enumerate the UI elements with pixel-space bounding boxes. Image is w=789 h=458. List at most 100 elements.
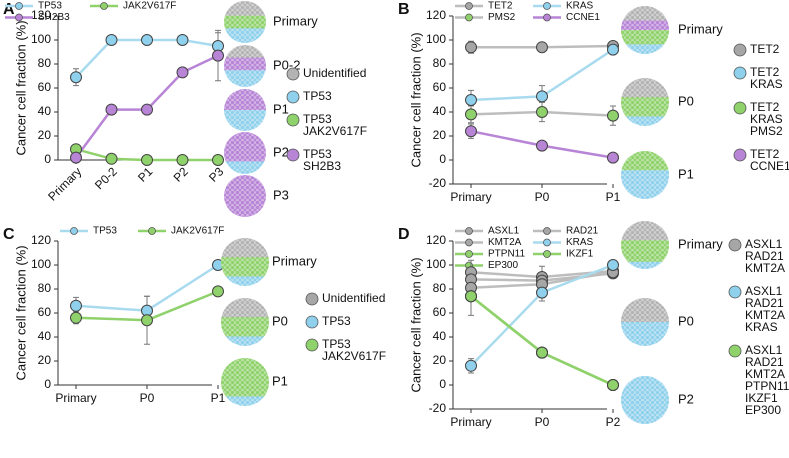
data-point	[465, 290, 477, 303]
y-axis-label: Cancer cell fraction (%)	[408, 257, 423, 392]
y-tick-label: 0	[439, 152, 446, 166]
legend-marker	[465, 2, 473, 10]
data-point	[536, 346, 548, 359]
x-tick-label: P1	[211, 391, 226, 405]
data-point	[70, 299, 82, 312]
cluster-texture	[224, 175, 266, 217]
data-point	[141, 314, 153, 327]
clone-label: KRAS	[745, 320, 778, 334]
cluster-texture	[221, 298, 269, 346]
y-tick-label: 80	[433, 56, 447, 70]
data-point	[105, 103, 118, 116]
y-tick-label: 120	[31, 8, 51, 22]
legend-marker	[465, 227, 473, 235]
clone-label: TET2	[750, 65, 780, 79]
sample-label: P1	[678, 166, 694, 181]
data-point	[536, 139, 548, 152]
data-point	[212, 49, 224, 62]
clone-label: TP53	[322, 314, 351, 328]
clone-label: SH2B3	[303, 159, 341, 173]
x-tick-label: Primary	[45, 164, 84, 203]
legend-label: PTPN11	[488, 249, 525, 260]
clone-marker	[286, 113, 300, 127]
data-point	[536, 106, 548, 118]
y-tick-label: 80	[38, 56, 52, 70]
cell-cluster	[621, 151, 669, 199]
cell-cluster	[224, 1, 266, 43]
clone-marker	[728, 285, 742, 299]
cell-cluster	[224, 175, 266, 217]
clone-label: TET2	[750, 147, 780, 161]
series-line	[470, 295, 614, 387]
legend-label: PMS2	[488, 12, 516, 23]
legend-label: TP53	[93, 226, 117, 237]
clone-marker	[728, 344, 742, 358]
clone-label: RAD21	[745, 249, 784, 263]
cell-cluster	[621, 298, 669, 346]
clone-label: TP53	[303, 147, 332, 161]
series-line	[470, 295, 614, 387]
y-tick-label: 20	[433, 353, 447, 367]
cell-cluster	[224, 45, 266, 87]
x-tick-label: P2	[171, 164, 192, 185]
cluster-texture	[621, 221, 669, 269]
y-axis-label: Cancer cell fraction (%)	[13, 20, 28, 155]
sample-label: P1	[272, 373, 288, 388]
legend-label: JAK2V617F	[123, 1, 176, 12]
data-point	[465, 94, 477, 106]
y-tick-label: 20	[433, 128, 447, 142]
y-tick-label: -20	[429, 176, 447, 190]
data-point	[607, 109, 619, 122]
clone-label: PTPN11	[745, 379, 789, 393]
panel-label: A	[3, 1, 15, 18]
y-tick-label: 60	[433, 80, 447, 94]
clone-label: JAK2V617F	[322, 349, 386, 363]
y-tick-label: 100	[426, 32, 446, 46]
clone-marker	[733, 148, 747, 162]
y-tick-label: 20	[38, 353, 52, 367]
legend-label: KRAS	[566, 1, 594, 12]
x-tick-label: P2	[606, 415, 621, 429]
data-point	[536, 41, 548, 54]
sample-label: P1	[273, 101, 289, 116]
y-tick-label: 120	[31, 233, 51, 247]
clone-label: TET2	[750, 100, 780, 114]
clone-label: EP300	[745, 403, 781, 417]
sample-label: Primary	[678, 21, 723, 36]
x-tick-label: P0-2	[92, 164, 120, 192]
legend-marker	[148, 227, 156, 235]
data-point	[536, 90, 548, 103]
legend-marker	[543, 250, 551, 258]
clone-label: IKZF1	[745, 391, 778, 405]
clone-label: ASXL1	[745, 284, 783, 298]
y-tick-label: 20	[38, 128, 52, 142]
cell-cluster	[224, 132, 266, 174]
legend-label: KRAS	[566, 237, 594, 248]
clone-label: KMT2A	[745, 261, 785, 275]
cell-cluster	[621, 221, 669, 269]
sample-label: P3	[273, 187, 289, 202]
y-tick-label: 0	[44, 377, 51, 391]
cluster-texture	[621, 6, 669, 54]
legend-marker	[70, 227, 78, 235]
clone-label: TET2	[750, 42, 780, 56]
y-tick-label: 100	[31, 257, 51, 271]
y-tick-label: -20	[429, 401, 447, 415]
cluster-texture	[221, 238, 269, 286]
cluster-texture	[224, 132, 266, 174]
data-point	[70, 311, 82, 324]
clone-label: KMT2A	[745, 308, 785, 322]
y-tick-label: 60	[38, 80, 52, 94]
y-tick-label: 0	[439, 377, 446, 391]
x-tick-label: Primary	[55, 391, 96, 405]
cluster-texture	[621, 376, 669, 424]
y-tick-label: 120	[426, 8, 446, 22]
clone-label: TP53	[322, 337, 351, 351]
data-point	[105, 34, 118, 46]
legend-label: RAD21	[566, 226, 599, 237]
legend-marker	[543, 13, 551, 22]
data-point	[607, 259, 619, 271]
x-tick-label: P1	[135, 164, 156, 185]
clone-label: ASXL1	[745, 343, 783, 357]
